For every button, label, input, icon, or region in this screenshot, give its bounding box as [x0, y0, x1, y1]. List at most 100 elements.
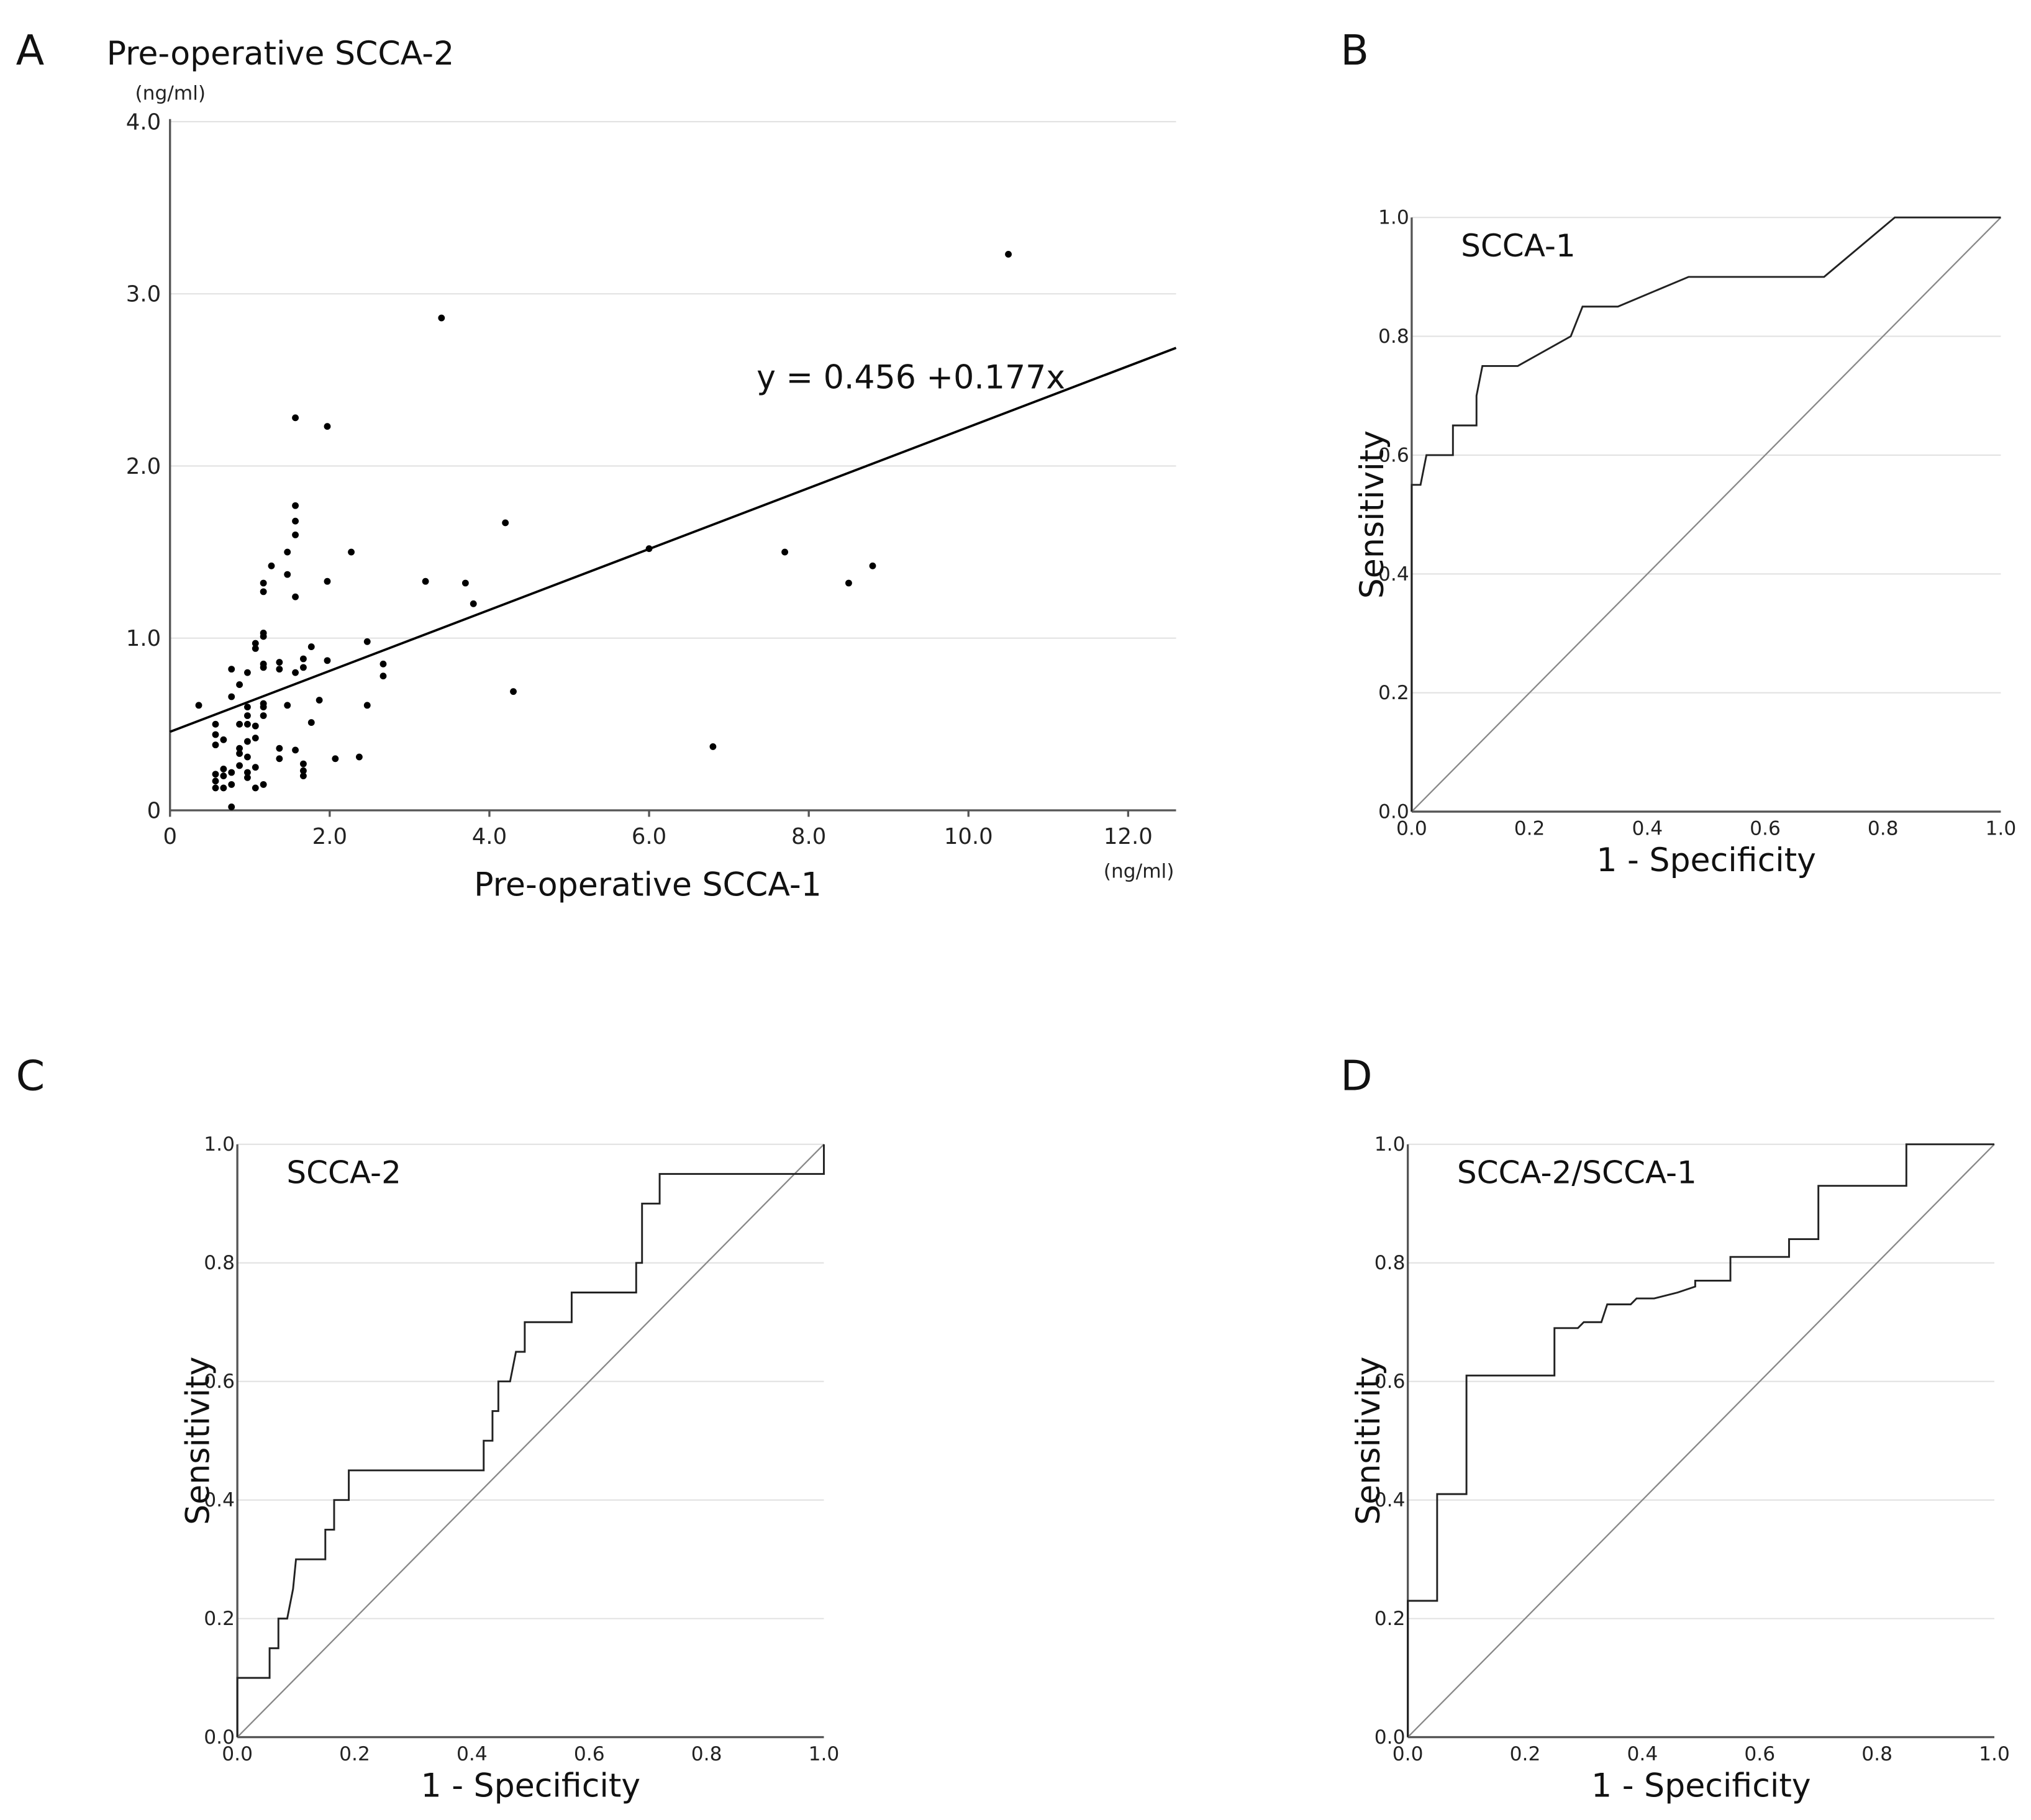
y-tick-label: 0.2 — [1374, 1608, 1406, 1630]
data-point — [220, 766, 227, 772]
y-unit-label: (ng/ml) — [135, 83, 206, 105]
y-tick-label: 0.4 — [1378, 563, 1409, 586]
scatter-x-axis-label: Pre-operative SCCA-1 — [474, 867, 822, 904]
data-point — [470, 600, 477, 607]
y-tick-label: 0.8 — [204, 1252, 235, 1274]
data-point — [299, 760, 307, 767]
data-point — [260, 664, 267, 671]
data-point — [220, 784, 227, 792]
y-tick-label: 1.0 — [204, 1133, 235, 1156]
y-tick-label: 0.6 — [1378, 444, 1409, 466]
data-point — [292, 517, 299, 525]
data-point — [379, 660, 387, 668]
data-point — [461, 579, 469, 587]
x-tick-label: 0.0 — [222, 1743, 253, 1765]
roc-curve — [1411, 216, 2001, 812]
data-point — [212, 741, 219, 749]
data-point — [332, 755, 339, 763]
scatter-title: Pre-operative SCCA-2 — [107, 35, 455, 73]
roc-title: SCCA-2/SCCA-1 — [1457, 1154, 1697, 1190]
data-point — [252, 764, 259, 771]
data-point — [260, 588, 267, 595]
y-tick-label: 1.0 — [1378, 207, 1409, 229]
data-point — [355, 753, 363, 761]
y-tick-label: 0.2 — [1378, 682, 1409, 704]
data-point — [228, 769, 235, 776]
y-tick-label: 0.0 — [1374, 1726, 1406, 1749]
x-axis-label: 1 - Specificity — [1596, 842, 1816, 879]
y-tick-label: 1.0 — [126, 626, 161, 651]
panel-label-d: D — [1340, 1051, 1372, 1100]
data-point — [422, 577, 429, 585]
x-tick-label: 0.4 — [457, 1743, 488, 1765]
x-tick-label: 0.6 — [574, 1743, 605, 1765]
data-point — [502, 519, 509, 527]
y-tick-label: 0 — [147, 798, 161, 823]
data-point — [379, 672, 387, 680]
x-tick-label: 0.4 — [1632, 818, 1663, 840]
x-axis-label: 1 - Specificity — [1591, 1767, 1811, 1804]
reference-diagonal — [1407, 1144, 1995, 1738]
x-tick-label: 10.0 — [944, 824, 993, 849]
x-tick-label: 0.6 — [1750, 818, 1781, 840]
data-point — [260, 712, 267, 719]
data-point — [244, 669, 251, 676]
y-axis-label: Sensitivity — [1350, 1357, 1388, 1525]
x-tick-label: 2.0 — [312, 824, 347, 849]
data-point — [244, 704, 251, 711]
data-point — [252, 640, 259, 647]
y-tick-label: 0.0 — [204, 1726, 235, 1749]
data-point — [252, 735, 259, 741]
data-point — [252, 645, 259, 652]
x-tick-label: 0.8 — [691, 1743, 722, 1765]
roc-plot-scca1: 0.0 0.2 0.4 0.6 0.8 1.0 0.0 0.2 0.4 0.6 0.8 1.0 SCCA… — [1354, 207, 2016, 879]
y-tick-label: 0.4 — [1374, 1489, 1406, 1511]
panel-label-b: B — [1340, 26, 1369, 75]
roc-curve — [236, 1144, 825, 1737]
data-point — [228, 693, 235, 700]
data-point — [284, 548, 291, 556]
roc-plot-scca2: 0.0 0.2 0.4 0.6 0.8 1.0 0.0 0.2 0.4 0.6 0.8 1.0 SCCA… — [179, 1133, 839, 1804]
data-point — [244, 720, 251, 728]
x-unit-label: (ng/ml) — [1104, 860, 1175, 882]
data-point — [292, 593, 299, 600]
data-point — [236, 762, 243, 769]
y-tick-label: 0.0 — [1378, 800, 1409, 823]
data-point — [324, 423, 331, 430]
data-point — [260, 579, 267, 587]
y-axis-label: Sensitivity — [179, 1357, 217, 1525]
data-point — [645, 545, 653, 552]
data-point — [299, 767, 307, 774]
data-point — [299, 664, 307, 671]
roc-title: SCCA-1 — [1461, 228, 1576, 264]
data-point — [244, 774, 251, 781]
y-tick-label: 0.8 — [1378, 325, 1409, 348]
data-point — [1005, 251, 1012, 258]
panel-label-a: A — [16, 26, 45, 75]
data-point — [244, 753, 251, 761]
y-tick-label: 0.4 — [204, 1489, 235, 1511]
data-point — [510, 688, 517, 695]
data-point — [324, 657, 331, 664]
data-point — [292, 531, 299, 538]
scatter-plot: 0 1.0 2.0 3.0 4.0 0 2.0 4.0 6.0 8.0 10.0 12.0 — [126, 109, 1177, 849]
y-tick-label: 0.6 — [204, 1370, 235, 1393]
data-point — [252, 784, 259, 792]
roc-plot-ratio: 0.0 0.2 0.4 0.6 0.8 1.0 0.0 0.2 0.4 0.6 0.8 1.0 SCCA… — [1350, 1133, 2010, 1804]
data-point — [260, 781, 267, 788]
data-point — [299, 655, 307, 663]
data-point — [212, 784, 219, 792]
data-point — [276, 745, 283, 752]
y-tick-label: 2.0 — [126, 454, 161, 479]
data-point — [228, 781, 235, 788]
data-point — [212, 777, 219, 785]
data-point — [292, 414, 299, 422]
data-point — [363, 638, 371, 645]
x-tick-label: 1.0 — [809, 1743, 840, 1765]
data-point — [348, 548, 355, 556]
y-tick-label: 4.0 — [126, 109, 161, 135]
data-point — [438, 314, 445, 322]
data-point — [276, 659, 283, 666]
data-point — [236, 720, 243, 728]
x-tick-label: 0.2 — [1510, 1743, 1541, 1765]
